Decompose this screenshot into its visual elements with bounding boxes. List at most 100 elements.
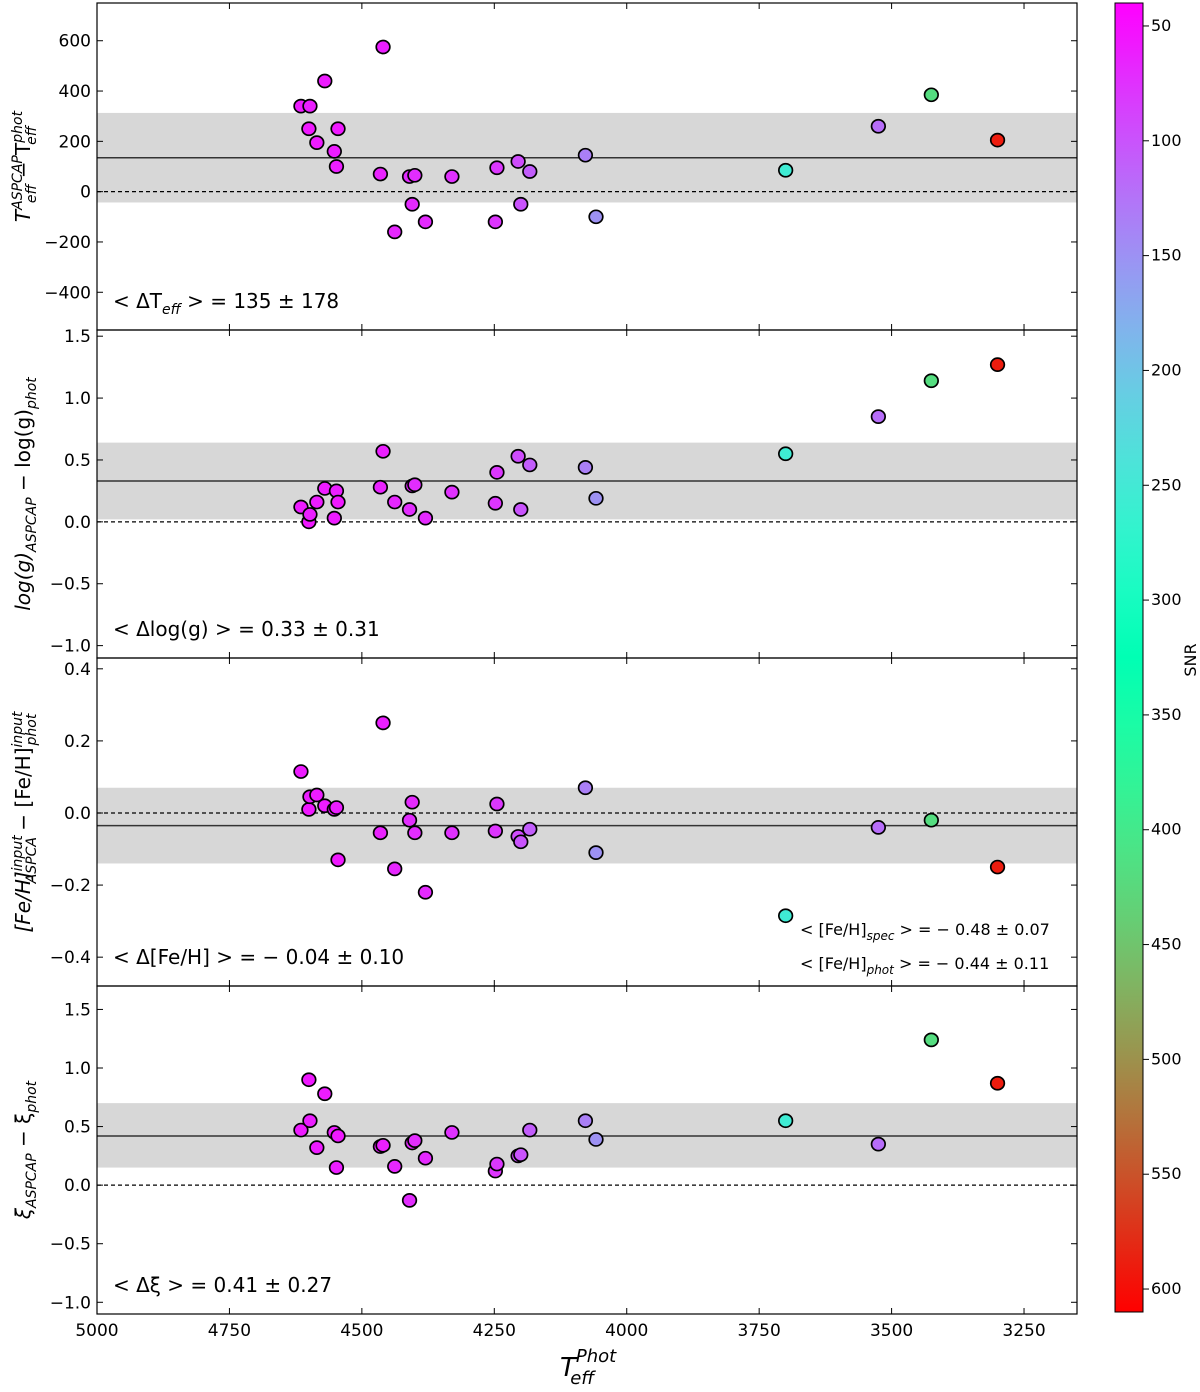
point-feh-19 bbox=[513, 834, 529, 850]
point-feh-10 bbox=[387, 861, 403, 877]
y-tick-label-teff-1: −200 bbox=[44, 233, 91, 253]
point-xi-22 bbox=[588, 1132, 604, 1147]
point-logg-8 bbox=[372, 479, 389, 495]
point-feh-25 bbox=[923, 812, 939, 828]
point-xi-21 bbox=[577, 1113, 594, 1129]
colorbar-tick-label-1: 100 bbox=[1151, 131, 1182, 150]
point-feh-12 bbox=[404, 794, 420, 810]
point-teff-21 bbox=[577, 147, 594, 163]
point-xi-23 bbox=[777, 1113, 794, 1129]
y-tick-label-xi-5: 1.5 bbox=[64, 1000, 91, 1020]
point-teff-12 bbox=[404, 196, 420, 212]
point-logg-14 bbox=[417, 510, 434, 526]
point-logg-26 bbox=[989, 357, 1006, 373]
point-logg-17 bbox=[489, 464, 505, 480]
point-logg-23 bbox=[777, 446, 794, 462]
y-tick-label-feh-4: 0.4 bbox=[64, 660, 91, 680]
point-feh-15 bbox=[444, 825, 460, 841]
y-tick-label-logg-5: 1.5 bbox=[64, 327, 91, 347]
y-tick-label-xi-0: −1.0 bbox=[50, 1293, 91, 1313]
point-feh-9 bbox=[375, 715, 391, 731]
point-feh-26 bbox=[989, 859, 1006, 875]
y-tick-label-xi-4: 1.0 bbox=[64, 1059, 91, 1079]
point-logg-22 bbox=[588, 490, 604, 506]
y-tick-label-teff-0: −400 bbox=[44, 283, 91, 303]
y-tick-label-logg-2: 0.0 bbox=[64, 513, 91, 533]
point-feh-13 bbox=[407, 825, 423, 841]
y-tick-label-feh-0: −0.4 bbox=[50, 948, 91, 968]
colorbar-tick-label-2: 150 bbox=[1151, 246, 1182, 265]
point-xi-25 bbox=[923, 1032, 939, 1048]
point-xi-9 bbox=[375, 1137, 391, 1153]
x-tick-label-3: 4250 bbox=[473, 1321, 516, 1341]
y-tick-label-teff-3: 200 bbox=[59, 132, 91, 152]
point-feh-0 bbox=[293, 764, 309, 779]
point-teff-24 bbox=[870, 118, 887, 134]
y-tick-label-feh-1: −0.2 bbox=[50, 876, 91, 896]
colorbar-tick-label-9: 500 bbox=[1151, 1049, 1182, 1068]
panel-teff: −400 −200 0 200 400 600 TASPCAPeff − Tphoteff <… bbox=[10, 2, 1078, 331]
colorbar-layer: 50 100 150 200 250 300 350 400 450 500 550 600 SNR bbox=[1114, 2, 1200, 1313]
point-feh-17 bbox=[489, 796, 505, 812]
point-teff-22 bbox=[588, 209, 604, 225]
point-logg-3 bbox=[309, 494, 325, 510]
y-tick-label-xi-3: 0.5 bbox=[64, 1118, 91, 1138]
point-xi-4 bbox=[317, 1086, 333, 1102]
x-axis-label-layer: 5000 4750 4500 4250 4000 3750 3500 3250 TPhot eff bbox=[75, 1321, 1045, 1389]
point-teff-15 bbox=[444, 169, 460, 184]
x-tick-label-1: 4750 bbox=[208, 1321, 251, 1341]
y-tick-label-teff-5: 600 bbox=[59, 32, 91, 52]
point-xi-3 bbox=[309, 1140, 325, 1156]
point-logg-5 bbox=[326, 510, 342, 526]
colorbar-tick-label-10: 550 bbox=[1151, 1164, 1182, 1183]
point-logg-15 bbox=[444, 484, 460, 500]
point-xi-11 bbox=[401, 1193, 418, 1208]
colorbar-tick-label-6: 350 bbox=[1151, 705, 1182, 724]
point-xi-24 bbox=[870, 1136, 887, 1152]
point-teff-3 bbox=[309, 135, 325, 150]
y-tick-label-xi-1: −0.5 bbox=[50, 1235, 91, 1255]
point-xi-26 bbox=[989, 1075, 1006, 1091]
x-tick-label-4: 4000 bbox=[605, 1321, 648, 1341]
y-axis-label-teff: TASPCAPeff − Tphoteff bbox=[10, 110, 40, 222]
point-teff-19 bbox=[513, 196, 529, 212]
point-teff-10 bbox=[387, 224, 403, 240]
point-teff-23 bbox=[777, 162, 794, 178]
colorbar-tick-label-11: 600 bbox=[1151, 1279, 1182, 1298]
point-xi-13 bbox=[407, 1133, 423, 1148]
point-xi-0 bbox=[293, 1122, 309, 1138]
point-feh-21 bbox=[577, 780, 594, 796]
point-feh-14 bbox=[417, 884, 434, 900]
point-feh-3 bbox=[309, 787, 325, 803]
point-logg-10 bbox=[387, 494, 403, 510]
colorbar-tick-label-3: 200 bbox=[1151, 360, 1182, 379]
x-tick-label-0: 5000 bbox=[75, 1321, 118, 1341]
annotation-feh: < Δ[Fe/H] > = − 0.04 ± 0.10 bbox=[113, 945, 404, 969]
point-teff-18 bbox=[510, 154, 526, 169]
panels-layer: −400 −200 0 200 400 600 TASPCAPeff − Tphoteff <… bbox=[10, 2, 1078, 1315]
y-tick-label-teff-2: 0 bbox=[80, 183, 91, 203]
colorbar-label: SNR bbox=[1181, 643, 1200, 676]
point-xi-17 bbox=[489, 1156, 505, 1172]
point-teff-5 bbox=[326, 144, 342, 159]
extra-annotation-0: < [Fe/H]spec > = − 0.48 ± 0.07 bbox=[800, 920, 1050, 943]
colorbar-tick-label-4: 250 bbox=[1151, 475, 1182, 494]
point-xi-1 bbox=[301, 1072, 317, 1088]
colorbar-tick-label-8: 450 bbox=[1151, 935, 1182, 954]
point-teff-7 bbox=[330, 121, 346, 137]
y-axis-label-xi: ξASPCAP − ξphot bbox=[11, 1080, 40, 1220]
point-teff-14 bbox=[417, 214, 434, 230]
point-logg-25 bbox=[923, 373, 939, 389]
point-feh-11 bbox=[401, 812, 418, 828]
annotation-logg: < Δlog(g) > = 0.33 ± 0.31 bbox=[113, 617, 380, 641]
point-logg-20 bbox=[522, 457, 538, 473]
annotation-teff: < ΔTeff > = 135 ± 178 bbox=[113, 289, 339, 318]
point-teff-8 bbox=[372, 166, 389, 182]
y-tick-label-logg-4: 1.0 bbox=[64, 389, 91, 409]
point-logg-2 bbox=[302, 507, 318, 522]
panel-xi: −1.0 −0.5 0.0 0.5 1.0 1.5 ξASPCAP − ξphot < Δξ … bbox=[11, 985, 1078, 1315]
point-teff-25 bbox=[923, 87, 939, 103]
point-logg-11 bbox=[401, 502, 418, 517]
